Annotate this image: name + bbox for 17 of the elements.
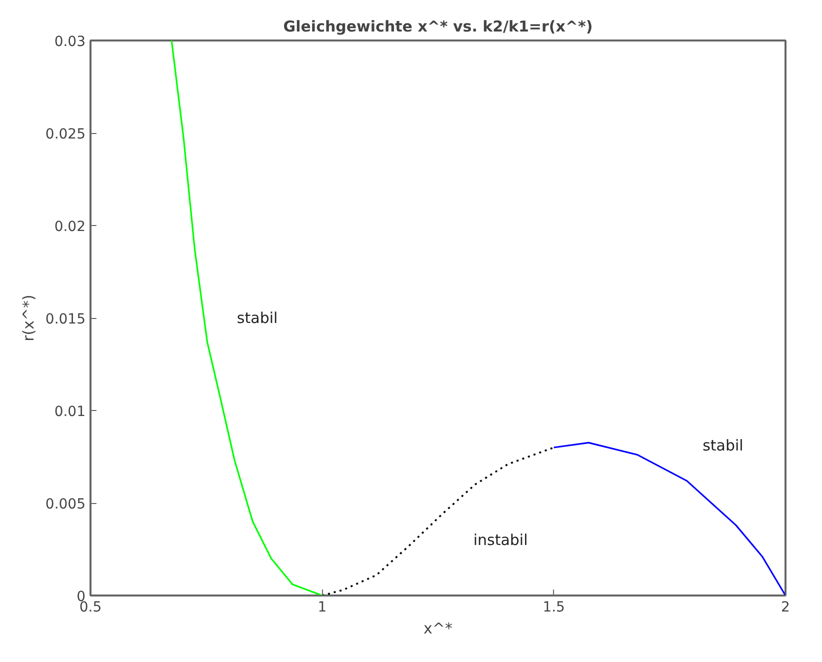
x-tick-label: 1.5 — [542, 600, 565, 616]
annotation: stabil — [702, 436, 744, 455]
y-axis-title: r(x^*) — [19, 294, 38, 342]
line-series — [170, 40, 323, 596]
y-tick-label: 0.01 — [54, 404, 86, 420]
y-tick-label: 0.015 — [45, 312, 86, 328]
x-axis-title: x^* — [424, 620, 453, 638]
x-tick-label: 1 — [318, 600, 327, 616]
x-tick-label: 2 — [781, 600, 790, 616]
chart-title: Gleichgewichte x^* vs. k2/k1=r(x^*) — [283, 18, 593, 36]
y-tick-label: 0.03 — [54, 34, 86, 50]
annotation: instabil — [473, 531, 528, 549]
y-tick-label: 0.005 — [45, 496, 86, 512]
annotation: stabil — [236, 309, 278, 327]
y-tick-label: 0.02 — [54, 219, 86, 235]
y-tick-label: 0.025 — [45, 126, 86, 142]
line-series — [321, 446, 555, 596]
